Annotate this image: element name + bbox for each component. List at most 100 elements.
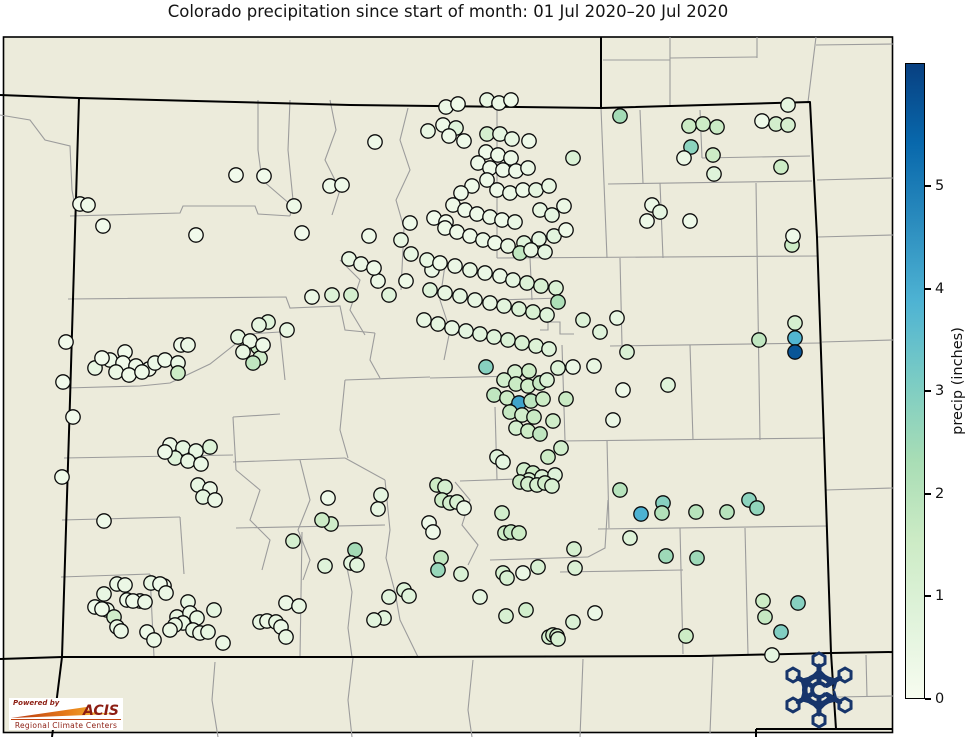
precip-station-point: [113, 623, 129, 639]
county-line: [232, 413, 281, 418]
precip-station-point: [790, 595, 806, 611]
precip-station-point: [612, 108, 628, 124]
precip-station-point: [419, 252, 435, 268]
precip-station-point: [567, 560, 583, 576]
snowflake-center-C: [801, 673, 832, 707]
precip-station-point: [520, 160, 536, 176]
precip-station-point: [749, 500, 765, 516]
county-line: [836, 695, 894, 698]
state-line: [0, 94, 80, 99]
precip-station-point: [678, 628, 694, 644]
precip-station-point: [541, 178, 557, 194]
precip-station-point: [108, 364, 124, 380]
precip-station-point: [518, 602, 534, 618]
precip-station-point: [503, 92, 519, 108]
precip-station-point: [320, 490, 336, 506]
precip-station-point: [537, 244, 553, 260]
precip-station-point: [401, 588, 417, 604]
precip-station-point: [622, 530, 638, 546]
precip-station-point: [80, 197, 96, 213]
county-line: [587, 499, 609, 558]
precip-station-point: [456, 133, 472, 149]
county-line: [63, 454, 234, 459]
precip-station-point: [550, 294, 566, 310]
colorbar-tick: [925, 595, 931, 598]
county-line: [659, 182, 664, 259]
county-line: [559, 437, 826, 442]
precip-station-point: [530, 559, 546, 575]
precip-station-point: [550, 360, 566, 376]
precip-station-point: [286, 198, 302, 214]
precip-station-point: [787, 315, 803, 331]
county-line: [61, 516, 181, 521]
precip-station-point: [507, 214, 523, 230]
precip-station-point: [565, 150, 581, 166]
county-line: [395, 107, 411, 229]
precip-station-point: [422, 282, 438, 298]
county-line: [211, 661, 219, 737]
precip-station-point: [381, 589, 397, 605]
precip-station-point: [343, 287, 359, 303]
precip-station-point: [519, 275, 535, 291]
precip-station-point: [437, 285, 453, 301]
precip-station-point: [314, 512, 330, 528]
precip-station-point: [367, 134, 383, 150]
precip-station-point: [496, 298, 512, 314]
precip-station-point: [757, 609, 773, 625]
precip-station-point: [453, 566, 469, 582]
county-line: [816, 177, 894, 181]
precip-station-point: [373, 487, 389, 503]
precip-station-point: [533, 278, 549, 294]
county-line: [60, 573, 151, 578]
county-line: [669, 56, 758, 59]
precip-station-point: [117, 577, 133, 593]
precip-station-point: [291, 598, 307, 614]
precip-station-point: [612, 482, 628, 498]
precip-station-point: [688, 504, 704, 520]
precip-station-point: [349, 557, 365, 573]
precip-station-point: [180, 337, 196, 353]
precip-station-point: [502, 185, 518, 201]
precip-station-point: [54, 469, 70, 485]
county-line: [606, 439, 610, 529]
precip-station-point: [511, 525, 527, 541]
precip-station-point: [633, 506, 649, 522]
precip-station-point: [500, 238, 516, 254]
precip-station-point: [525, 304, 541, 320]
precip-station-point: [695, 116, 711, 132]
precip-station-point: [472, 326, 488, 342]
precip-station-point: [586, 358, 602, 374]
precip-station-point: [304, 289, 320, 305]
precip-station-point: [456, 500, 472, 516]
precip-station-point: [96, 513, 112, 529]
colorbar-tick: [925, 492, 931, 495]
precip-station-point: [528, 338, 544, 354]
precip-station-point: [489, 182, 505, 198]
state-line: [830, 651, 894, 654]
precip-station-point: [94, 601, 110, 617]
precip-station-point: [472, 589, 488, 605]
county-line: [494, 406, 498, 481]
precip-station-point: [565, 359, 581, 375]
precip-station-point: [467, 292, 483, 308]
precip-station-point: [121, 367, 137, 383]
precip-station-point: [255, 337, 271, 353]
county-line: [821, 339, 894, 343]
precip-station-point: [548, 280, 564, 296]
precip-station-point: [558, 222, 574, 238]
precip-station-point: [65, 409, 81, 425]
precip-station-point: [207, 492, 223, 508]
acis-logo: Powered by ACIS Regional Climate Centers: [9, 698, 123, 730]
precip-station-point: [462, 228, 478, 244]
precip-station-point: [500, 332, 516, 348]
county-line: [815, 43, 894, 46]
precip-station-point: [170, 365, 186, 381]
county-line: [67, 296, 376, 334]
precip-station-point: [202, 439, 218, 455]
precip-station-point: [137, 594, 153, 610]
precip-station-point: [146, 632, 162, 648]
precip-station-point: [447, 258, 463, 274]
precip-station-point: [754, 113, 770, 129]
precip-station-point: [215, 635, 231, 651]
